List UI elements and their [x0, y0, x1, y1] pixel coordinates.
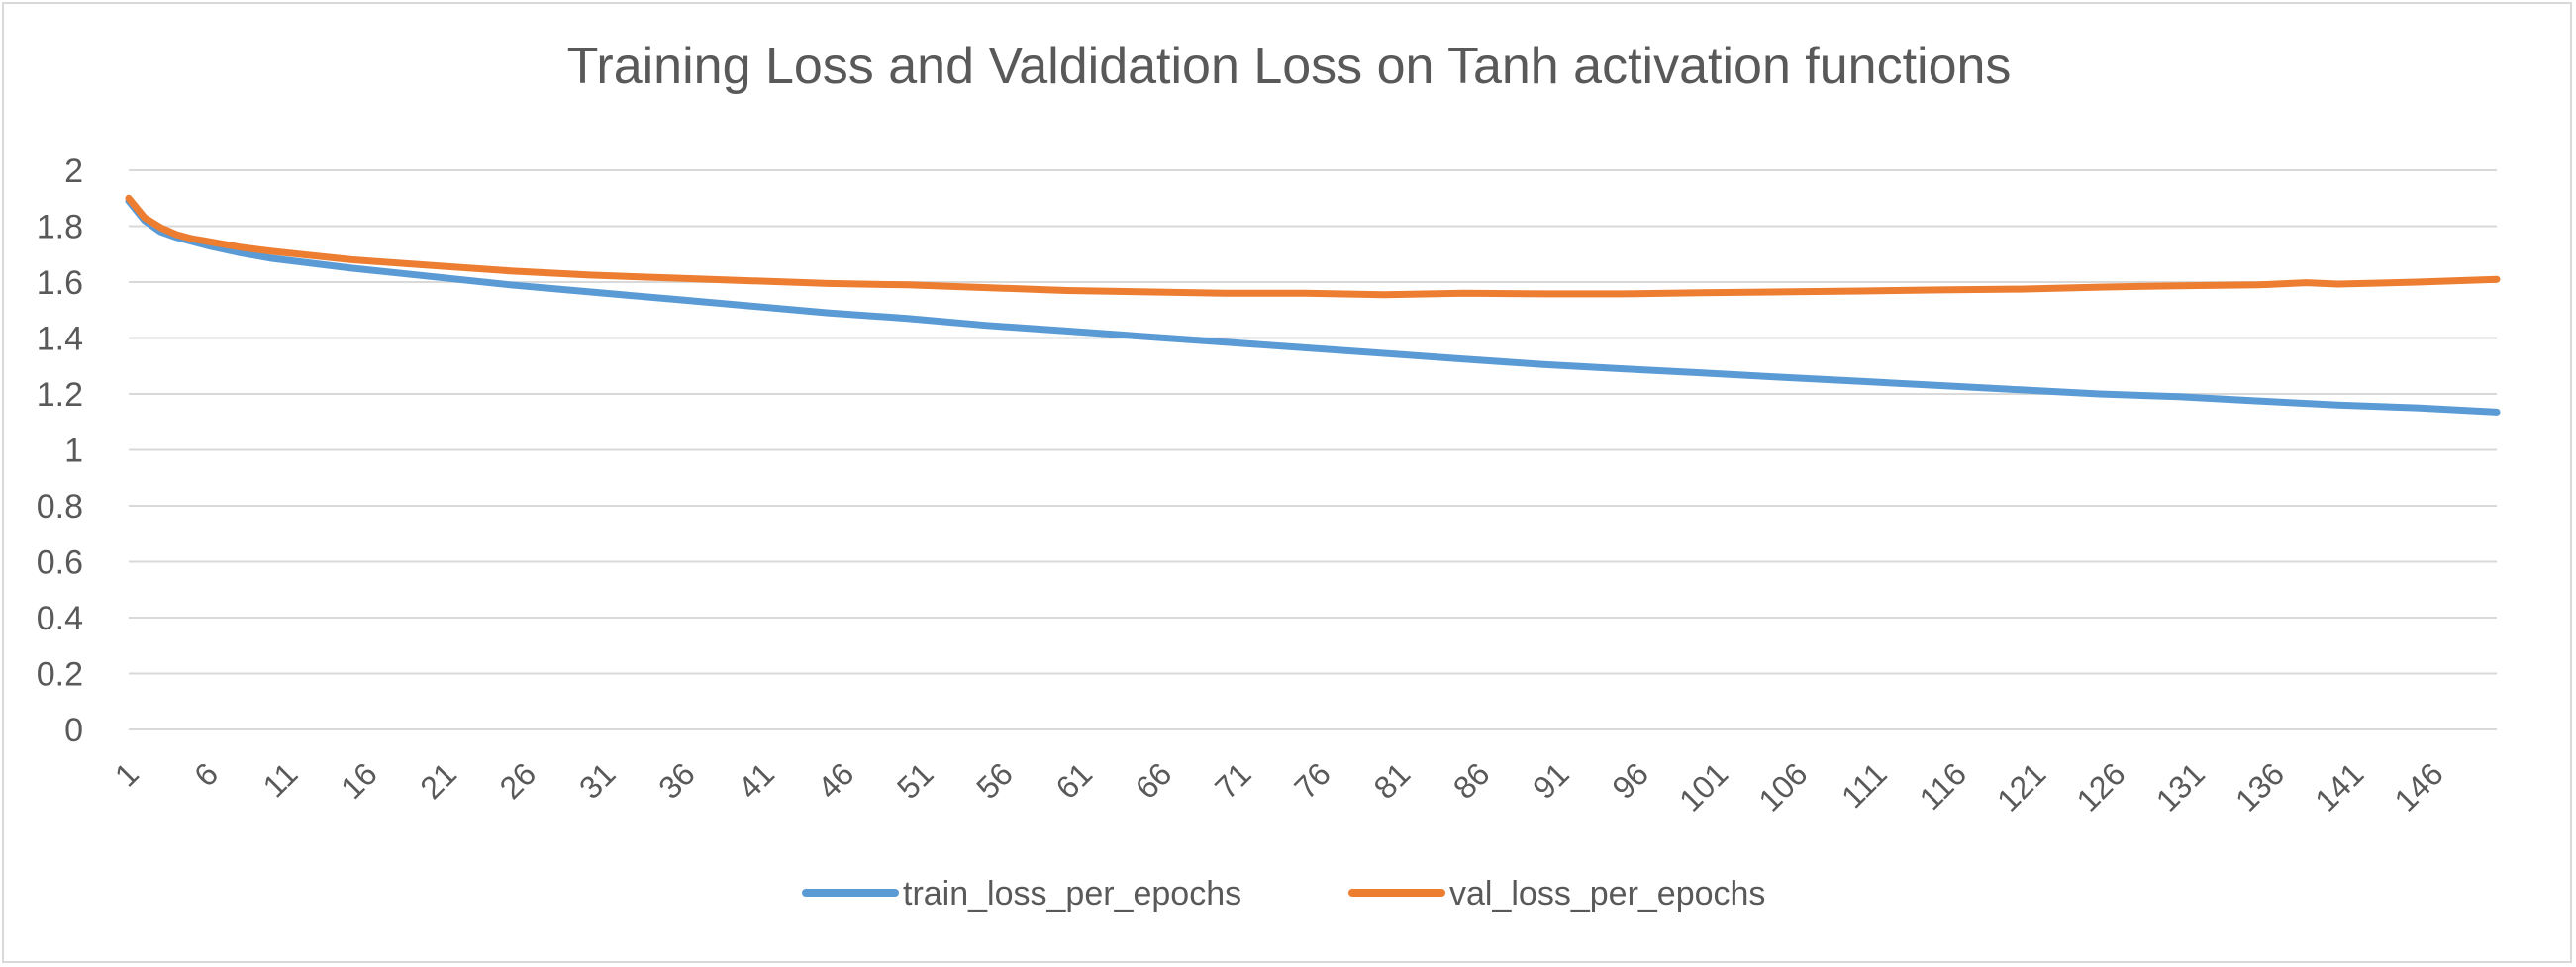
chart-title: Training Loss and Valdidation Loss on Ta…: [567, 38, 2012, 95]
series-lines: [125, 194, 2501, 416]
y-tick-label: 0.4: [37, 600, 83, 637]
x-tick-label: 61: [1049, 755, 1100, 806]
x-tick-label: 66: [1129, 755, 1179, 806]
y-tick-label: 1: [64, 433, 83, 470]
x-tick-label: 21: [413, 755, 463, 806]
legend-label: val_loss_per_epochs: [1449, 875, 1765, 913]
x-tick-label: 126: [2069, 755, 2131, 818]
x-tick-label: 1: [108, 755, 146, 793]
x-tick-label: 106: [1751, 755, 1814, 818]
x-tick-label: 111: [1834, 755, 1894, 815]
x-tick-label: 41: [731, 755, 781, 806]
x-axis-ticks: 1 6 11 16 21 26 31 36 41 46 51 56 61 66 71 76 81 86 91 96 10…: [108, 755, 2450, 818]
x-tick-label: 26: [493, 755, 544, 806]
gridlines: [129, 169, 2497, 730]
x-tick-label: 51: [890, 755, 941, 806]
x-tick-label: 86: [1446, 755, 1497, 806]
series-line-train_loss_per_epochs: [125, 197, 2501, 416]
x-tick-label: 81: [1367, 755, 1418, 806]
x-tick-label: 76: [1287, 755, 1338, 806]
x-tick-label: 46: [811, 755, 861, 806]
y-tick-label: 0.8: [37, 488, 83, 526]
x-tick-label: 141: [2308, 755, 2370, 818]
x-tick-label: 11: [256, 755, 305, 804]
x-tick-label: 56: [969, 755, 1020, 806]
x-tick-label: 91: [1526, 755, 1576, 806]
y-tick-label: 0.2: [37, 656, 83, 694]
series-line-val_loss_per_epochs: [125, 194, 2501, 299]
y-axis-ticks: 0 0.2 0.4 0.6 0.8 1 1.2 1.4 1.6 1.8 2: [37, 152, 83, 749]
x-tick-label: 6: [187, 755, 225, 793]
y-tick-label: 2: [64, 152, 83, 190]
y-tick-label: 1.2: [37, 376, 83, 414]
x-tick-label: 146: [2388, 755, 2450, 818]
x-tick-label: 121: [1990, 755, 2052, 818]
line-chart: Training Loss and Valdidation Loss on Ta…: [37, 38, 2501, 913]
legend-label: train_loss_per_epochs: [903, 875, 1241, 913]
x-tick-label: 71: [1208, 755, 1258, 806]
x-tick-label: 96: [1605, 755, 1655, 806]
x-tick-label: 31: [572, 755, 623, 806]
y-tick-label: 1.8: [37, 209, 83, 246]
x-tick-label: 101: [1672, 755, 1734, 818]
x-tick-label: 16: [334, 755, 384, 806]
y-tick-label: 1.6: [37, 264, 83, 302]
y-tick-label: 0.6: [37, 544, 83, 582]
x-tick-label: 36: [651, 755, 702, 806]
y-tick-label: 0: [64, 712, 83, 749]
x-tick-label: 116: [1913, 755, 1974, 817]
x-tick-label: 131: [2149, 755, 2212, 818]
legend: train_loss_per_epochs val_loss_per_epochs: [802, 875, 1765, 913]
y-tick-label: 1.4: [37, 321, 83, 358]
x-tick-label: 136: [2229, 755, 2291, 818]
